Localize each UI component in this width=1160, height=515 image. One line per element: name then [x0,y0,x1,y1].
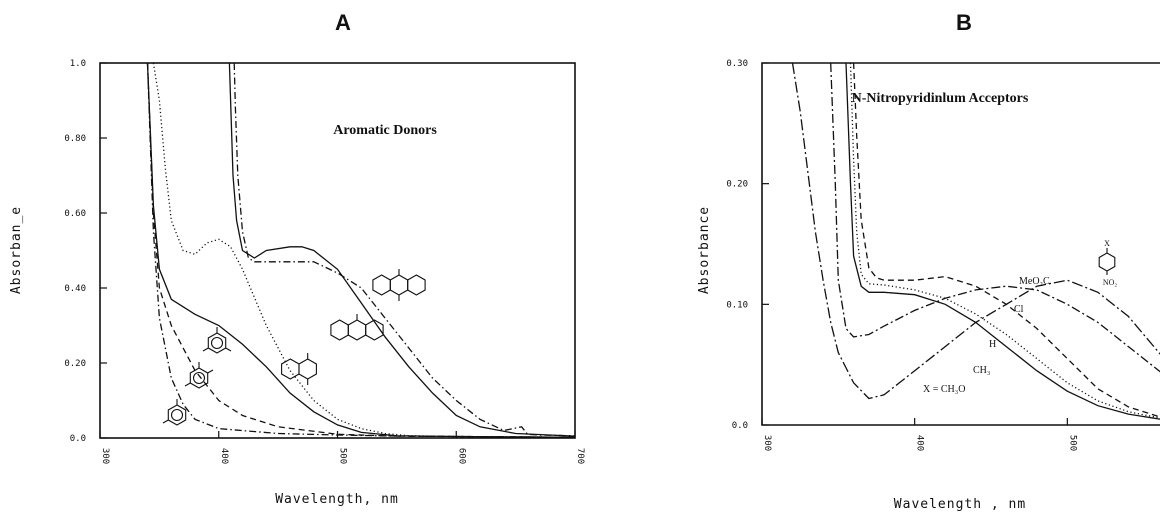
panel-a-plot-frame [99,62,576,439]
panel-b-x-axis-title: Wavelength , nm [894,497,1026,512]
a-y-tick-label: 0.0 [70,434,86,444]
a-y-tick-label: 0.80 [64,134,86,144]
panel-b-series-line-5 [830,62,1160,373]
b-y-tick-label: 0.20 [726,180,748,190]
panel-b: B 0.0 0.10 0.20 0.30 300 400 500 N-Nitropyridi… [697,10,1160,512]
panel-b-inset-title: N-Nitropyridinlum Acceptors [852,91,1029,106]
series-label-ch3o: X = CH₃O [923,384,965,395]
xylene-structure [162,399,187,426]
b-x-tick-label: 500 [1067,435,1077,451]
panel-a-y-axis-title: Absorban_e [9,206,24,294]
panel-b-ticks: 0.0 0.10 0.20 0.30 300 400 500 [726,59,1077,451]
panel-b-series-line-2 [845,62,1160,420]
panel-a-series-line-1 [146,62,576,438]
a-x-tick-label: 300 [100,448,110,464]
a-y-tick-label: 0.20 [64,359,86,369]
mesitylene-structure [202,327,232,354]
b-x-tick-label: 400 [915,435,925,451]
a-x-tick-label: 600 [456,448,466,464]
panel-b-series-line-4 [852,62,1160,418]
panel-a-series-line-5 [228,62,576,437]
a-y-tick-label: 0.40 [64,284,86,294]
panel-a-x-axis-title: Wavelength, nm [275,492,399,507]
anthracene-structure [330,314,384,341]
dimethylanthracene-structure [372,269,426,301]
series-label-ch3: CH₃ [973,365,990,376]
nitropyridinium-structure: X NO₂ [1098,239,1118,287]
nitro-group-label: NO₂ [1103,278,1118,287]
panel-a-ticks: 0.0 0.20 0.40 0.60 0.80 1.0 300 400 500 600 700 [64,59,585,464]
a-x-tick-label: 700 [575,448,585,464]
series-label-cl: Cl [1014,304,1024,315]
a-y-tick-label: 1.0 [70,59,86,69]
dimethylnaphthalene-structure [281,353,317,385]
durene-structure [184,362,214,389]
a-x-tick-label: 400 [219,448,229,464]
panel-b-series [791,62,1160,420]
panel-b-y-axis-title: Absorbance [697,206,712,294]
substituent-label: X [1104,239,1110,248]
b-y-tick-label: 0.0 [732,421,748,431]
panel-a-series-line-4 [152,62,576,438]
b-x-tick-label: 300 [762,435,772,451]
panel-a-series-line-6 [233,62,576,437]
a-x-tick-label: 500 [338,448,348,464]
panel-a-series [146,62,576,438]
panel-a-letter: A [335,10,351,35]
panel-b-series-line-3 [849,62,1160,419]
series-label-h: H [989,339,996,350]
panel-b-plot-frame [761,62,1160,426]
panel-a-series-line-3 [146,62,576,438]
b-y-tick-label: 0.30 [726,59,748,69]
b-y-tick-label: 0.10 [726,300,748,310]
series-label-meo2c: MeO₂C [1019,276,1050,287]
panel-b-letter: B [956,10,972,35]
panel-a-inset-title: Aromatic Donors [333,123,437,138]
panel-a-series-line-2 [146,62,576,438]
a-y-tick-label: 0.60 [64,209,86,219]
panel-b-series-line-1 [791,62,1160,400]
